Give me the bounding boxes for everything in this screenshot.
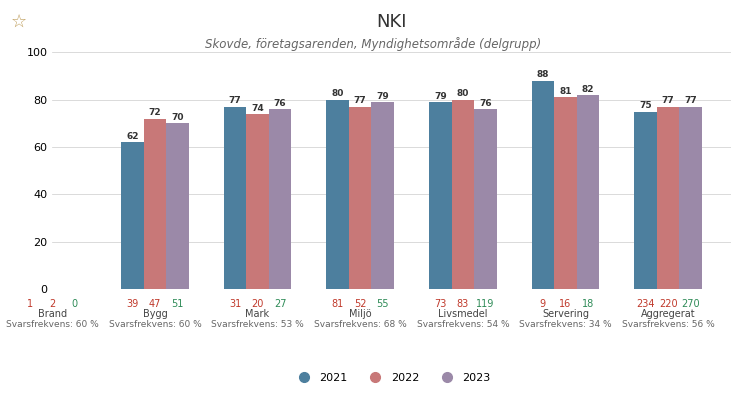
Bar xyxy=(634,111,657,289)
Legend: 2021, 2022, 2023: 2021, 2022, 2023 xyxy=(288,369,495,388)
Text: 81: 81 xyxy=(331,299,344,308)
Text: 77: 77 xyxy=(662,96,674,106)
Bar xyxy=(224,107,246,289)
Text: Brand: Brand xyxy=(37,309,67,319)
Text: Aggregerat: Aggregerat xyxy=(641,309,695,319)
Bar xyxy=(349,107,372,289)
Text: Svarsfrekvens: 60 %: Svarsfrekvens: 60 % xyxy=(6,320,98,329)
Text: 52: 52 xyxy=(354,299,366,308)
Text: 76: 76 xyxy=(274,99,286,108)
Bar xyxy=(532,81,554,289)
Bar xyxy=(143,119,166,289)
Text: 81: 81 xyxy=(560,87,571,96)
Title: NKI: NKI xyxy=(377,13,407,31)
Bar xyxy=(554,97,577,289)
Text: 20: 20 xyxy=(251,299,264,308)
Bar xyxy=(577,95,599,289)
Text: 75: 75 xyxy=(639,101,652,110)
Text: 47: 47 xyxy=(148,299,161,308)
Text: Svarsfrekvens: 54 %: Svarsfrekvens: 54 % xyxy=(416,320,510,329)
Text: 82: 82 xyxy=(582,85,595,93)
Text: 1: 1 xyxy=(27,299,33,308)
Text: Svarsfrekvens: 68 %: Svarsfrekvens: 68 % xyxy=(314,320,407,329)
Text: 31: 31 xyxy=(229,299,241,308)
Text: 80: 80 xyxy=(457,89,469,98)
Text: 77: 77 xyxy=(228,96,241,106)
Text: 88: 88 xyxy=(536,70,549,79)
Text: 0: 0 xyxy=(72,299,78,308)
Text: 2: 2 xyxy=(49,299,55,308)
Text: Livsmedel: Livsmedel xyxy=(438,309,488,319)
Bar xyxy=(166,123,189,289)
Text: Svarsfrekvens: 34 %: Svarsfrekvens: 34 % xyxy=(519,320,612,329)
Bar xyxy=(657,107,680,289)
Text: ☆: ☆ xyxy=(11,13,28,31)
Text: Skovde, företagsarenden, Myndighetsområde (delgrupp): Skovde, företagsarenden, Myndighetsområd… xyxy=(205,37,541,51)
Bar xyxy=(269,109,292,289)
Text: 72: 72 xyxy=(148,108,161,117)
Text: Servering: Servering xyxy=(542,309,589,319)
Bar xyxy=(121,142,143,289)
Text: 27: 27 xyxy=(274,299,286,308)
Bar xyxy=(474,109,497,289)
Bar xyxy=(429,102,451,289)
Text: 39: 39 xyxy=(126,299,139,308)
Text: Svarsfrekvens: 60 %: Svarsfrekvens: 60 % xyxy=(108,320,201,329)
Text: 270: 270 xyxy=(681,299,700,308)
Text: 76: 76 xyxy=(479,99,492,108)
Text: 79: 79 xyxy=(434,92,447,101)
Text: 55: 55 xyxy=(377,299,389,308)
Text: 16: 16 xyxy=(560,299,571,308)
Text: 77: 77 xyxy=(684,96,697,106)
Text: 234: 234 xyxy=(636,299,655,308)
Text: 18: 18 xyxy=(582,299,595,308)
Text: Mark: Mark xyxy=(245,309,269,319)
Bar xyxy=(326,100,349,289)
Text: 220: 220 xyxy=(659,299,677,308)
Text: 79: 79 xyxy=(377,92,389,101)
Text: Miljö: Miljö xyxy=(349,309,372,319)
Text: 80: 80 xyxy=(331,89,344,98)
Bar xyxy=(372,102,394,289)
Bar xyxy=(246,114,269,289)
Text: Bygg: Bygg xyxy=(142,309,167,319)
Text: 77: 77 xyxy=(354,96,366,106)
Text: Svarsfrekvens: 56 %: Svarsfrekvens: 56 % xyxy=(621,320,715,329)
Bar xyxy=(451,100,474,289)
Bar xyxy=(680,107,702,289)
Text: 70: 70 xyxy=(172,113,184,122)
Text: 73: 73 xyxy=(434,299,446,308)
Text: 51: 51 xyxy=(172,299,184,308)
Text: 9: 9 xyxy=(540,299,546,308)
Text: 83: 83 xyxy=(457,299,469,308)
Text: 119: 119 xyxy=(476,299,495,308)
Text: 62: 62 xyxy=(126,132,139,141)
Text: Svarsfrekvens: 53 %: Svarsfrekvens: 53 % xyxy=(211,320,304,329)
Text: 74: 74 xyxy=(251,103,264,113)
